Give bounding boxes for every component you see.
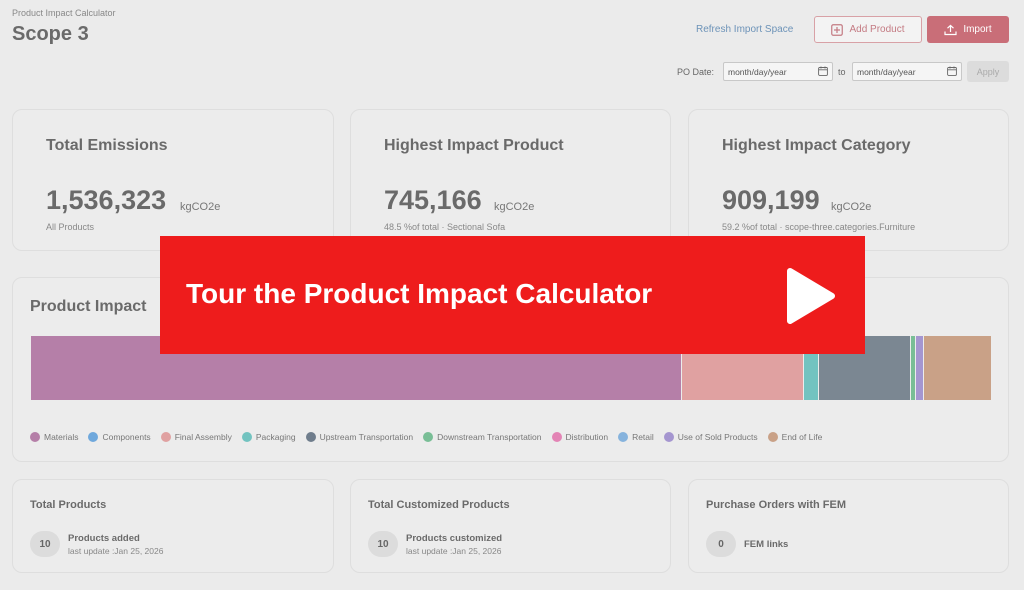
legend-label: Use of Sold Products: [677, 432, 758, 442]
stat-title: Highest Impact Category: [722, 137, 911, 154]
last-update-text: last update :Jan 25, 2026: [406, 546, 502, 556]
legend-dot: [241, 432, 252, 442]
legend-item[interactable]: End of Life: [767, 432, 823, 442]
stat-value: 909,199: [722, 185, 820, 215]
play-icon[interactable]: [786, 267, 836, 330]
po-date-from-placeholder: month/day/year: [728, 66, 787, 77]
legend-label: Packaging: [255, 432, 296, 442]
add-square-icon: [831, 23, 844, 36]
legend-item[interactable]: Use of Sold Products: [663, 432, 758, 442]
stat-unit: kgCO2e: [831, 201, 872, 213]
legend-dot: [618, 432, 629, 442]
legend-dot: [305, 432, 316, 442]
bar-segment-use-of-sold-products[interactable]: [916, 336, 924, 400]
legend-dot: [88, 432, 99, 442]
legend-item[interactable]: Distribution: [551, 432, 609, 442]
calendar-icon[interactable]: [818, 66, 828, 78]
import-button[interactable]: Import: [927, 16, 1009, 43]
stat-title: Highest Impact Product: [384, 137, 564, 154]
count-label: Products added: [68, 533, 140, 544]
app-subtitle: Product Impact Calculator: [12, 8, 116, 18]
legend-item[interactable]: Upstream Transportation: [305, 432, 414, 442]
legend-dot: [160, 432, 171, 442]
highest-impact-category-card: Highest Impact Category 909,199 kgCO2e 5…: [688, 109, 1009, 251]
po-date-from-input[interactable]: month/day/year: [723, 62, 833, 81]
count-badge: 0: [706, 531, 736, 557]
legend-label: Distribution: [565, 432, 609, 442]
last-update-text: last update :Jan 25, 2026: [68, 546, 164, 556]
page-title: Scope 3: [12, 23, 89, 45]
po-date-label: PO Date:: [677, 67, 715, 77]
legend-dot: [663, 432, 674, 442]
legend-dot: [767, 432, 778, 442]
legend-label: Components: [102, 432, 151, 442]
legend-item[interactable]: Components: [88, 432, 151, 442]
count-title: Purchase Orders with FEM: [706, 499, 846, 511]
add-product-label: Add Product: [849, 24, 905, 35]
tour-video-overlay[interactable]: Tour the Product Impact Calculator: [160, 236, 865, 354]
stat-subtext: 48.5 %of total · Sectional Sofa: [384, 222, 506, 232]
legend-label: Retail: [632, 432, 654, 442]
total-emissions-card: Total Emissions 1,536,323 kgCO2e All Pro…: [12, 109, 334, 251]
count-title: Total Products: [30, 499, 107, 511]
chart-title: Product Impact: [30, 298, 147, 315]
calendar-icon[interactable]: [947, 66, 957, 78]
legend-item[interactable]: Downstream Transportation: [423, 432, 542, 442]
overlay-title: Tour the Product Impact Calculator: [186, 278, 653, 309]
purchase-orders-fem-card: Purchase Orders with FEM 0 FEM links: [688, 479, 1009, 573]
legend-item[interactable]: Packaging: [241, 432, 296, 442]
stat-unit: kgCO2e: [494, 201, 535, 213]
stat-subtext: 59.2 %of total · scope-three.categories.…: [722, 222, 916, 232]
date-range-to-label: to: [838, 67, 846, 77]
apply-button[interactable]: Apply: [967, 61, 1009, 82]
po-date-to-placeholder: month/day/year: [857, 66, 916, 77]
total-customized-products-card: Total Customized Products 10 Products cu…: [350, 479, 671, 573]
stat-value: 745,166: [384, 185, 482, 215]
count-badge: 10: [30, 531, 60, 557]
refresh-import-space-link[interactable]: Refresh Import Space: [696, 24, 794, 35]
count-badge: 10: [368, 531, 398, 557]
legend-item[interactable]: Retail: [618, 432, 654, 442]
bar-segment-end-of-life[interactable]: [923, 336, 992, 400]
count-label: FEM links: [744, 539, 789, 550]
stat-value: 1,536,323: [46, 185, 167, 215]
count-title: Total Customized Products: [368, 499, 510, 511]
total-products-card: Total Products 10 Products added last up…: [12, 479, 334, 573]
legend-dot: [551, 432, 562, 442]
po-date-to-input[interactable]: month/day/year: [852, 62, 962, 81]
upload-icon: [944, 24, 957, 36]
stat-unit: kgCO2e: [180, 201, 221, 213]
legend-dot: [30, 432, 40, 442]
chart-legend: Materials Components Final Assembly Packagi…: [30, 432, 822, 442]
highest-impact-product-card: Highest Impact Product 745,166 kgCO2e 48…: [350, 109, 671, 251]
legend-label: Materials: [44, 432, 79, 442]
legend-label: End of Life: [781, 432, 823, 442]
stat-title: Total Emissions: [46, 137, 168, 154]
legend-item[interactable]: Final Assembly: [160, 432, 232, 442]
import-label: Import: [963, 24, 992, 35]
legend-label: Upstream Transportation: [319, 432, 414, 442]
stat-subtext: All Products: [46, 222, 95, 232]
bar-segment-downstream-transportation[interactable]: [911, 336, 917, 400]
legend-label: Downstream Transportation: [437, 432, 542, 442]
count-label: Products customized: [406, 533, 503, 544]
legend-item[interactable]: Materials: [30, 432, 78, 442]
legend-dot: [423, 432, 434, 442]
add-product-button[interactable]: Add Product: [814, 16, 922, 43]
legend-label: Final Assembly: [174, 432, 232, 442]
